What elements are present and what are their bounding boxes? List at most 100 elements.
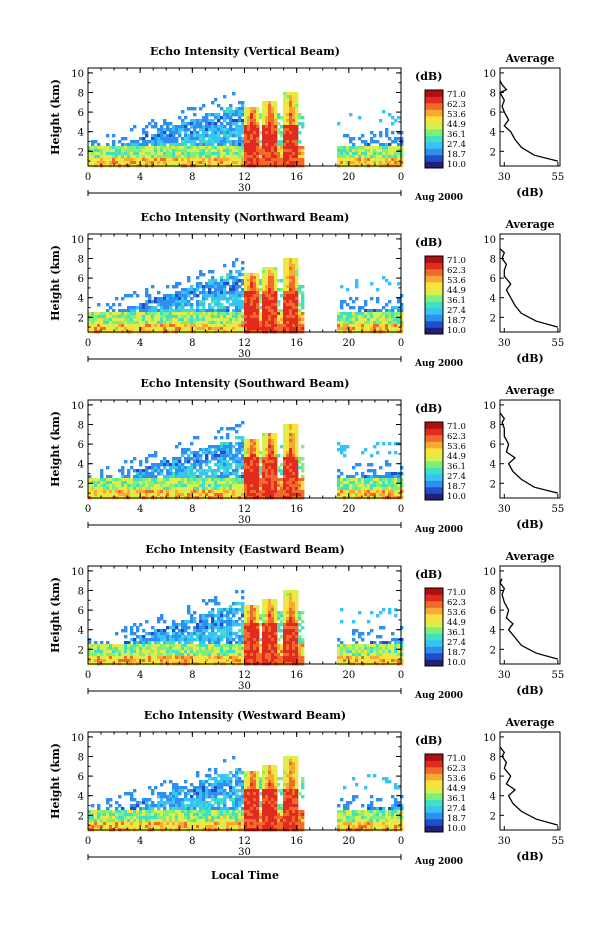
x-tick-label: 8 xyxy=(189,670,195,681)
x-tick-label: 12 xyxy=(238,504,251,515)
date-label: Aug 2000 xyxy=(414,525,463,535)
x-tick-label: 16 xyxy=(290,670,303,681)
colorbar-tick-label: 71.0 xyxy=(447,90,466,100)
x-tick-label: 0 xyxy=(85,836,91,847)
colorbar-tick-label: 44.9 xyxy=(447,452,466,462)
x-tick-label: 12 xyxy=(238,338,251,349)
colorbar-tick-label: 36.1 xyxy=(447,628,466,638)
heatmap xyxy=(88,590,404,666)
colorbar-tick-label: 36.1 xyxy=(447,130,466,140)
x-tick-label: 20 xyxy=(342,172,355,183)
x-tick-label: 0 xyxy=(398,670,404,681)
colorbar-tick-label: 10.0 xyxy=(447,492,466,502)
average-y-tick-label: 10 xyxy=(483,567,496,578)
y-axis-label: Height (km) xyxy=(49,411,62,487)
colorbar-tick-label: 71.0 xyxy=(447,256,466,266)
colorbar xyxy=(424,753,444,833)
colorbar-tick-label: 71.0 xyxy=(447,588,466,598)
y-axis-label: Height (km) xyxy=(49,577,62,653)
average-x-tick-label: 30 xyxy=(498,836,511,847)
average-x-tick-label: 55 xyxy=(551,504,564,515)
average-y-tick-label: 8 xyxy=(490,753,496,764)
date-label: Aug 2000 xyxy=(414,359,463,369)
y-tick-label: 8 xyxy=(78,89,84,100)
x-tick-label: 16 xyxy=(290,172,303,183)
y-tick-label: 6 xyxy=(78,772,84,783)
y-tick-label: 4 xyxy=(78,460,84,471)
average-title: Average xyxy=(504,384,554,397)
colorbar-tick-label: 62.3 xyxy=(447,100,466,110)
colorbar-unit: (dB) xyxy=(415,402,442,415)
colorbar-tick-label: 36.1 xyxy=(447,794,466,804)
x-tick-label: 20 xyxy=(342,504,355,515)
x-tick-label: 0 xyxy=(85,172,91,183)
x-tick-label: 0 xyxy=(85,338,91,349)
day-label: 30 xyxy=(238,681,251,692)
x-tick-label: 0 xyxy=(398,172,404,183)
colorbar-tick-label: 18.7 xyxy=(447,150,466,160)
y-tick-label: 10 xyxy=(71,733,84,744)
average-title: Average xyxy=(504,218,554,231)
average-x-label: (dB) xyxy=(516,684,543,697)
colorbar-unit: (dB) xyxy=(415,70,442,83)
colorbar-tick-label: 53.6 xyxy=(447,608,466,618)
y-tick-label: 4 xyxy=(78,128,84,139)
heatmap xyxy=(88,258,404,334)
x-tick-label: 20 xyxy=(342,338,355,349)
average-y-tick-label: 6 xyxy=(490,606,496,617)
colorbar-unit: (dB) xyxy=(415,568,442,581)
y-tick-label: 8 xyxy=(78,255,84,266)
heatmap xyxy=(88,421,404,500)
y-tick-label: 8 xyxy=(78,753,84,764)
date-label: Aug 2000 xyxy=(414,193,463,203)
panel-1: Echo Intensity (Northward Beam) Height (k… xyxy=(49,211,564,369)
average-x-label: (dB) xyxy=(516,186,543,199)
colorbar-tick-label: 53.6 xyxy=(447,276,466,286)
panel-title: Echo Intensity (Eastward Beam) xyxy=(145,543,344,556)
average-x-tick-label: 30 xyxy=(498,172,511,183)
panel-title: Echo Intensity (Northward Beam) xyxy=(141,211,350,224)
y-tick-label: 10 xyxy=(71,401,84,412)
average-y-tick-label: 6 xyxy=(490,108,496,119)
colorbar-tick-label: 71.0 xyxy=(447,754,466,764)
colorbar-tick-label: 27.4 xyxy=(447,472,466,482)
x-tick-label: 16 xyxy=(290,338,303,349)
average-x-tick-label: 30 xyxy=(498,504,511,515)
colorbar-tick-label: 27.4 xyxy=(447,140,466,150)
average-x-label: (dB) xyxy=(516,352,543,365)
x-tick-label: 8 xyxy=(189,172,195,183)
average-profile-line xyxy=(499,578,559,660)
average-x-tick-label: 55 xyxy=(551,836,564,847)
colorbar-unit: (dB) xyxy=(415,236,442,249)
average-y-tick-label: 2 xyxy=(490,811,496,822)
average-title: Average xyxy=(504,550,554,563)
colorbar-tick-label: 71.0 xyxy=(447,422,466,432)
average-y-tick-label: 2 xyxy=(490,645,496,656)
y-tick-label: 4 xyxy=(78,626,84,637)
x-tick-label: 20 xyxy=(342,670,355,681)
y-tick-label: 6 xyxy=(78,108,84,119)
x-tick-label: 16 xyxy=(290,836,303,847)
colorbar-tick-label: 53.6 xyxy=(447,442,466,452)
average-x-tick-label: 30 xyxy=(498,338,511,349)
y-tick-label: 4 xyxy=(78,294,84,305)
y-tick-label: 2 xyxy=(78,313,84,324)
x-tick-label: 4 xyxy=(137,338,143,349)
average-title: Average xyxy=(504,52,554,65)
y-tick-label: 10 xyxy=(71,69,84,80)
average-x-tick-label: 55 xyxy=(551,338,564,349)
colorbar-tick-label: 10.0 xyxy=(447,326,466,336)
y-tick-label: 10 xyxy=(71,235,84,246)
average-profile-line xyxy=(499,248,559,328)
y-tick-label: 2 xyxy=(78,479,84,490)
x-tick-label: 4 xyxy=(137,172,143,183)
panel-3: Echo Intensity (Eastward Beam) Height (km… xyxy=(49,543,564,701)
average-y-tick-label: 4 xyxy=(490,626,496,637)
average-x-tick-label: 55 xyxy=(551,172,564,183)
colorbar-tick-label: 18.7 xyxy=(447,482,466,492)
average-x-label: (dB) xyxy=(516,518,543,531)
average-y-tick-label: 6 xyxy=(490,440,496,451)
average-y-tick-label: 10 xyxy=(483,401,496,412)
colorbar-tick-label: 36.1 xyxy=(447,462,466,472)
